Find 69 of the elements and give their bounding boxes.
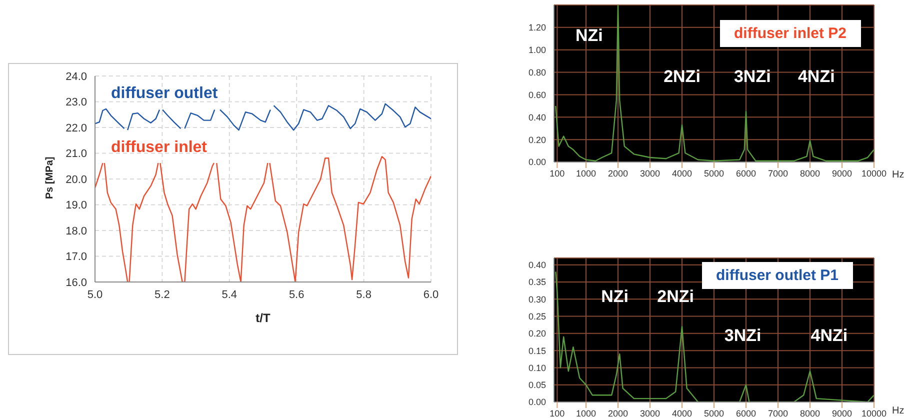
y-tick-label: 0.60 (528, 90, 546, 100)
y-tick-label: 0.20 (528, 134, 546, 145)
x-tick-label: 5.6 (288, 288, 304, 301)
y-tick-label: 20.0 (66, 174, 87, 186)
x-tick-label: 2000 (608, 408, 628, 418)
x-tick-label: 6000 (736, 408, 756, 418)
x-axis-title: t/T (256, 311, 271, 325)
x-tick-label: 8000 (800, 168, 820, 178)
x-tick-label: 100 (550, 408, 565, 418)
x-tick-label: 10000 (861, 408, 887, 418)
annotation: 4NZi (810, 326, 848, 346)
x-tick-label: 4000 (672, 408, 692, 418)
annotation: 2NZi (657, 286, 694, 307)
x-tick-label: 5000 (704, 408, 724, 418)
y-tick-label: 0.25 (528, 311, 546, 322)
y-tick-label: 23.0 (66, 96, 87, 109)
y-tick-label: 0.15 (528, 346, 546, 356)
y-tick-label: 1.00 (528, 45, 546, 56)
y-tick-label: 19.0 (66, 200, 87, 212)
y-tick-label: 0.40 (528, 112, 546, 122)
x-tick-label: 5.0 (87, 288, 103, 301)
annotation: 3NZi (734, 67, 771, 88)
y-tick-label: 16.0 (66, 276, 87, 289)
series-label: diffuser outlet (111, 85, 218, 103)
x-tick-label: 5.2 (154, 288, 170, 301)
y-tick-label: 18.0 (66, 225, 87, 238)
y-tick-label: 17.0 (66, 251, 87, 264)
y-tick-label: 0.40 (528, 260, 546, 270)
x-tick-label: 2000 (608, 168, 628, 178)
y-tick-label: 0.00 (528, 397, 546, 408)
x-tick-label: 9000 (832, 408, 852, 418)
x-tick-label: 1000 (576, 168, 596, 178)
annotation: 2NZi (664, 67, 700, 88)
y-tick-label: 24.0 (66, 70, 87, 83)
x-tick-label: 3000 (640, 168, 660, 178)
annotation: NZi (575, 26, 603, 46)
y-tick-label: 0.80 (528, 67, 546, 78)
x-tick-label: 5.8 (356, 288, 372, 301)
x-axis-title: Hz (892, 170, 904, 181)
y-tick-label: 0.05 (528, 380, 546, 390)
x-tick-label: 8000 (800, 408, 820, 418)
y-tick-label: 0.35 (528, 277, 546, 288)
annotation: NZi (601, 286, 628, 307)
text: diffuser inlet P2 (720, 20, 861, 47)
x-tick-label: 3000 (640, 408, 660, 418)
series-label: diffuser inlet (111, 139, 208, 157)
x-axis-title: Hz (892, 406, 904, 417)
y-tick-label: 21.0 (66, 148, 87, 160)
y-tick-label: 0.10 (528, 362, 546, 373)
y-tick-label: 0.20 (528, 328, 546, 339)
x-tick-label: 7000 (768, 408, 788, 418)
y-tick-label: 1.20 (528, 22, 546, 33)
text: diffuser outlet P1 (702, 262, 853, 289)
x-tick-label: 10000 (861, 168, 887, 178)
y-tick-label: 22.0 (66, 122, 87, 134)
x-tick-label: 7000 (768, 168, 788, 178)
x-tick-label: 9000 (832, 168, 852, 178)
annotation: 3NZi (724, 326, 762, 346)
x-tick-label: 1000 (576, 408, 596, 418)
x-tick-label: 5.4 (222, 288, 238, 301)
x-tick-label: 100 (550, 168, 565, 178)
x-tick-label: 5000 (704, 168, 724, 178)
x-tick-label: 6.0 (423, 288, 439, 301)
x-tick-label: 4000 (672, 168, 692, 178)
y-tick-label: 0.00 (528, 157, 546, 168)
annotation: 4NZi (798, 67, 835, 88)
y-tick-label: 0.30 (528, 294, 546, 304)
y-axis-title: Ps [MPa] (44, 156, 56, 199)
x-tick-label: 6000 (736, 168, 756, 178)
